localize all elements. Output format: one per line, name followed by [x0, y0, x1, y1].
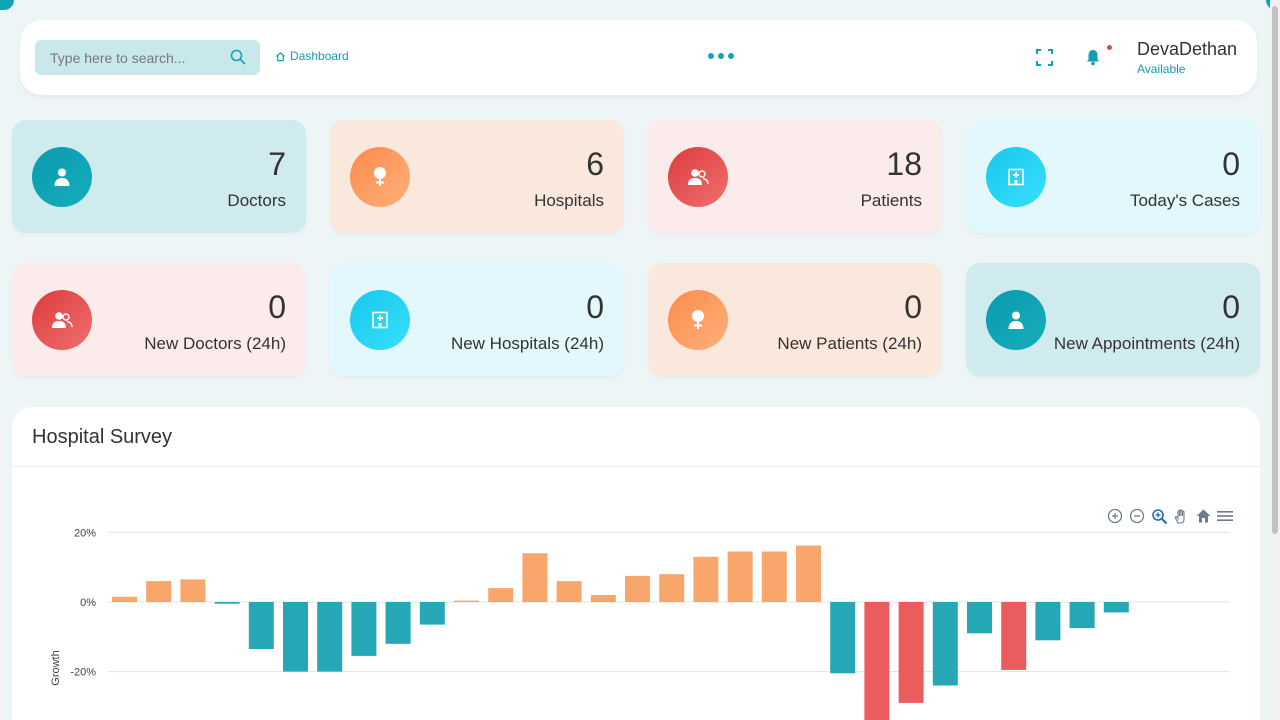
frame-corner-left [0, 0, 14, 10]
stat-value: 6 [586, 146, 604, 182]
stat-label: Patients [860, 191, 922, 210]
hospital-icon [350, 290, 410, 350]
home-icon [275, 51, 286, 61]
stat-label: New Appointments (24h) [1053, 334, 1240, 353]
chart-bar[interactable] [248, 602, 274, 649]
stat-card-todays-cases[interactable]: 0 Today's Cases [966, 120, 1260, 233]
y-tick-label: 20% [74, 527, 96, 539]
users-icon [32, 290, 92, 350]
reset-home-icon[interactable] [1194, 507, 1212, 525]
chart-bar[interactable] [454, 600, 479, 602]
chart-bar[interactable] [967, 602, 992, 634]
pan-hand-icon[interactable] [1172, 507, 1190, 525]
stat-card-hospitals[interactable]: 6 Hospitals [330, 120, 624, 233]
chart-bar[interactable] [112, 596, 137, 602]
divider [12, 466, 1260, 467]
chart-bar[interactable] [556, 581, 582, 602]
user-status: Available [1137, 62, 1186, 76]
y-tick-label: 0% [80, 597, 96, 609]
chart-bar[interactable] [898, 602, 924, 703]
breadcrumb[interactable]: Dashboard [275, 49, 349, 63]
stat-card-new-doctors[interactable]: 0 New Doctors (24h) [12, 263, 306, 376]
stat-card-new-hospitals[interactable]: 0 New Hospitals (24h) [330, 263, 624, 376]
chart-bar[interactable] [796, 545, 821, 602]
stat-label: New Patients (24h) [777, 334, 922, 353]
search-icon[interactable] [230, 49, 246, 65]
female-icon [668, 290, 728, 350]
doctor-icon [986, 290, 1046, 350]
stat-card-new-appointments[interactable]: 0 New Appointments (24h) [966, 263, 1260, 376]
hospital-icon [986, 147, 1046, 207]
chart-bar[interactable] [864, 602, 890, 720]
notification-badge [1107, 45, 1112, 50]
stat-label: New Hospitals (24h) [450, 334, 604, 353]
stat-label: Today's Cases [1129, 191, 1240, 210]
scrollbar-thumb[interactable] [1272, 6, 1278, 534]
doctor-icon [32, 147, 92, 207]
bell-icon[interactable] [1084, 48, 1102, 66]
zoom-in-icon[interactable] [1106, 507, 1124, 525]
fullscreen-icon[interactable] [1036, 49, 1053, 66]
female-icon [350, 147, 410, 207]
chart-bar[interactable] [727, 551, 753, 603]
search-box[interactable] [35, 40, 260, 75]
zoom-out-icon[interactable] [1128, 507, 1146, 525]
chart-bar[interactable] [1069, 602, 1095, 629]
chart-bar[interactable] [830, 602, 856, 674]
chart-bar[interactable] [625, 575, 650, 602]
chart-bar[interactable] [693, 556, 719, 602]
stat-value: 0 [904, 289, 922, 325]
chart-toolbar [1106, 507, 1234, 525]
stat-value: 7 [268, 146, 286, 182]
chart-bar[interactable] [283, 602, 308, 672]
stat-label: Hospitals [534, 191, 604, 210]
chart-bar[interactable] [317, 602, 343, 672]
chart-bar[interactable] [214, 602, 240, 604]
chart-bar[interactable] [180, 579, 206, 602]
menu-icon[interactable] [1216, 507, 1234, 525]
stat-value: 0 [1222, 289, 1240, 325]
stat-value: 0 [268, 289, 286, 325]
search-input[interactable] [35, 40, 225, 75]
y-axis-label: Growth [50, 650, 62, 685]
users-icon [668, 147, 728, 207]
top-header: Dashboard DevaDethan Available [20, 20, 1257, 95]
chart-bar[interactable] [659, 574, 685, 602]
page-scrollbar[interactable] [1270, 0, 1280, 720]
more-icon[interactable] [708, 53, 734, 59]
survey-title: Hospital Survey [32, 426, 173, 448]
chart-bar[interactable] [1001, 602, 1027, 670]
chart-bar[interactable] [932, 602, 958, 686]
stat-value: 18 [886, 146, 922, 182]
chart-bar[interactable] [761, 551, 787, 603]
stat-value: 0 [586, 289, 604, 325]
stat-card-patients[interactable]: 18 Patients [648, 120, 942, 233]
growth-bar-chart: 20% 0% -20% Growth [50, 527, 1230, 720]
breadcrumb-label[interactable]: Dashboard [290, 49, 349, 63]
stat-card-doctors[interactable]: 7 Doctors [12, 120, 306, 233]
chart-bar[interactable] [488, 588, 514, 602]
chart-bar[interactable] [1103, 602, 1129, 613]
y-tick-label: -20% [70, 667, 96, 679]
stat-card-new-patients[interactable]: 0 New Patients (24h) [648, 263, 942, 376]
selection-zoom-icon[interactable] [1150, 507, 1168, 525]
chart-bar[interactable] [419, 602, 445, 625]
stat-value: 0 [1222, 146, 1240, 182]
stat-label: Doctors [227, 191, 286, 210]
chart-bar[interactable] [1035, 602, 1061, 641]
chart-bar[interactable] [146, 581, 172, 602]
chart-bar[interactable] [590, 595, 616, 602]
stat-label: New Doctors (24h) [144, 334, 286, 353]
chart-bar[interactable] [385, 602, 411, 644]
hospital-survey-panel: Hospital Survey 20% 0% -20% Growth [12, 407, 1260, 720]
chart-bar[interactable] [351, 602, 377, 656]
chart-bar[interactable] [522, 553, 548, 602]
user-name[interactable]: DevaDethan [1137, 39, 1238, 59]
